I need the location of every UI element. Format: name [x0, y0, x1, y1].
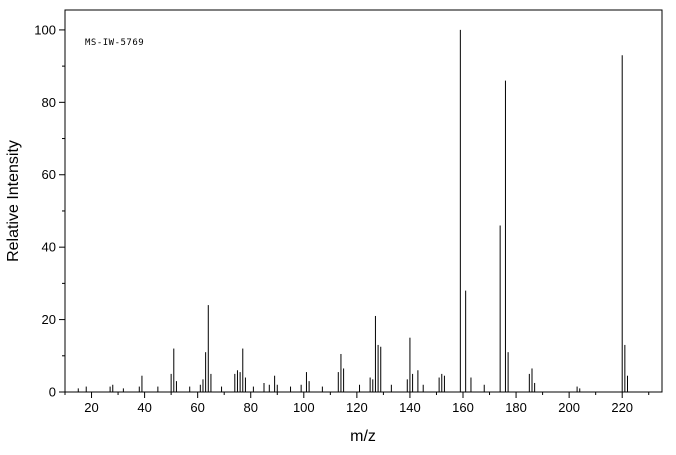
spectrum-id-label: MS-IW-5769 — [85, 38, 144, 48]
y-tick-label: 40 — [42, 240, 56, 255]
y-tick-label: 100 — [34, 22, 56, 37]
x-tick-label: 60 — [190, 400, 204, 415]
x-tick-label: 120 — [346, 400, 368, 415]
axis-ticks — [59, 29, 650, 398]
x-tick-label: 220 — [611, 400, 633, 415]
x-axis-label: m/z — [350, 428, 376, 445]
y-tick-label: 80 — [42, 95, 56, 110]
y-tick-label: 20 — [42, 312, 56, 327]
x-tick-label: 160 — [452, 400, 474, 415]
x-tick-label: 180 — [505, 400, 527, 415]
y-tick-label: 0 — [49, 385, 56, 400]
x-tick-label: 140 — [399, 400, 421, 415]
y-tick-label: 60 — [42, 167, 56, 182]
x-tick-label: 100 — [293, 400, 315, 415]
peaks-group — [77, 29, 629, 392]
plot-area — [64, 9, 663, 393]
x-tick-label: 20 — [84, 400, 98, 415]
y-axis-label: Relative Intensity — [5, 140, 22, 262]
x-tick-label: 200 — [558, 400, 580, 415]
x-tick-label: 40 — [137, 400, 151, 415]
x-tick-label: 80 — [243, 400, 257, 415]
axis-tick-labels: 20 40 60 80 100 120 140 160 180 200 220 0 20 40 60 80 10… — [34, 22, 633, 415]
